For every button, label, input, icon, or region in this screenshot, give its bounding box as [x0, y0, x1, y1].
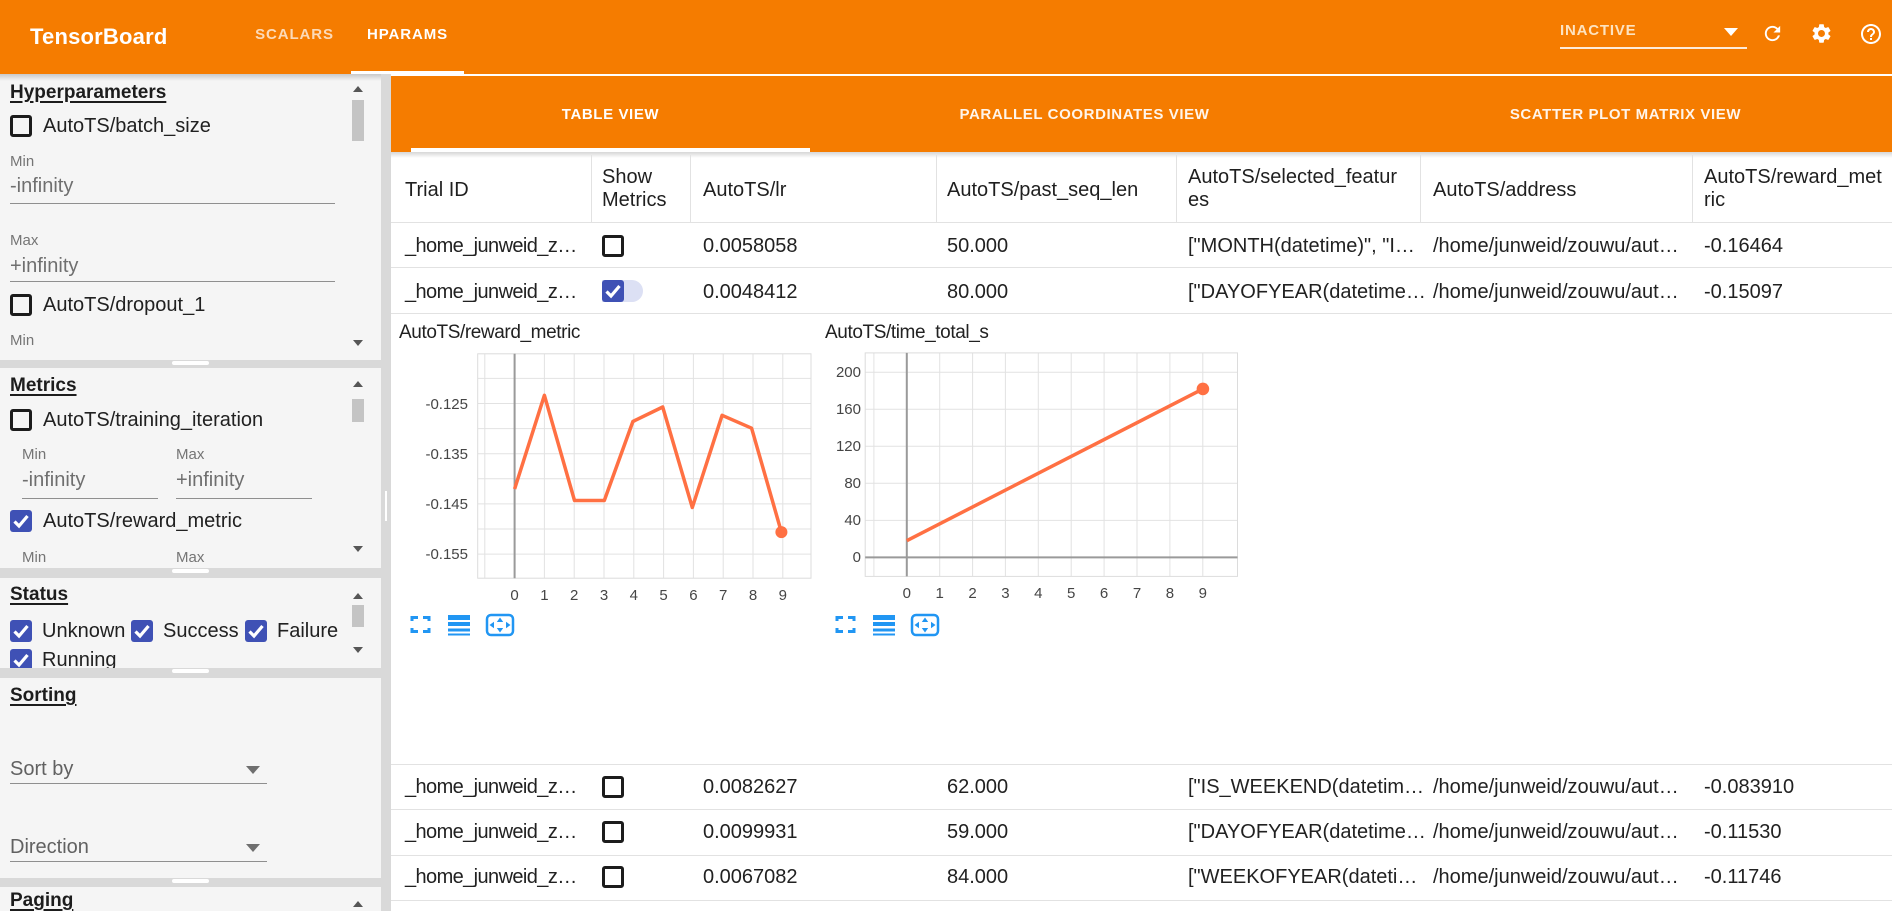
svg-text:0: 0	[903, 585, 911, 602]
svg-text:1: 1	[540, 587, 548, 604]
svg-text:-0.145: -0.145	[425, 496, 468, 513]
svg-text:0: 0	[853, 549, 861, 566]
svg-text:-0.125: -0.125	[425, 396, 468, 413]
svg-text:40: 40	[844, 512, 861, 529]
svg-text:8: 8	[1166, 585, 1174, 602]
svg-text:2: 2	[968, 585, 976, 602]
svg-text:6: 6	[1100, 585, 1108, 602]
svg-text:120: 120	[836, 438, 861, 455]
svg-text:-0.155: -0.155	[425, 546, 468, 563]
svg-text:4: 4	[630, 587, 638, 604]
svg-text:9: 9	[779, 587, 787, 604]
svg-text:7: 7	[719, 587, 727, 604]
svg-text:6: 6	[689, 587, 697, 604]
svg-text:200: 200	[836, 364, 861, 381]
svg-text:160: 160	[836, 401, 861, 418]
svg-text:9: 9	[1199, 585, 1207, 602]
svg-text:2: 2	[570, 587, 578, 604]
svg-text:3: 3	[1001, 585, 1009, 602]
svg-text:-0.135: -0.135	[425, 446, 468, 463]
svg-text:7: 7	[1133, 585, 1141, 602]
svg-text:1: 1	[936, 585, 944, 602]
svg-text:0: 0	[510, 587, 518, 604]
svg-text:8: 8	[749, 587, 757, 604]
svg-text:80: 80	[844, 475, 861, 492]
svg-text:5: 5	[659, 587, 667, 604]
svg-text:5: 5	[1067, 585, 1075, 602]
svg-text:3: 3	[600, 587, 608, 604]
svg-text:4: 4	[1034, 585, 1042, 602]
